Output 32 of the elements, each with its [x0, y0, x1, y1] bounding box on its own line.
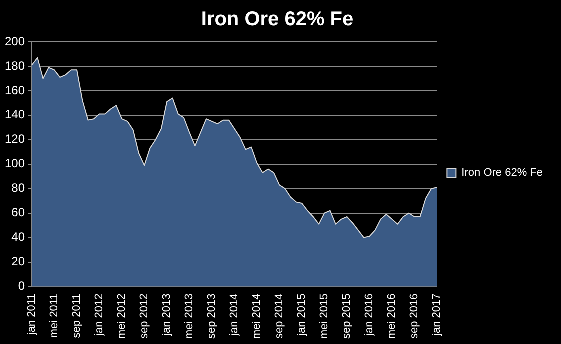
x-tick-label: mei 2013 — [184, 294, 196, 340]
y-tick-label: 140 — [4, 108, 26, 122]
x-tick-label: sep 2012 — [138, 294, 151, 340]
x-tick-label: sep 2015 — [341, 294, 354, 340]
legend-label: Iron Ore 62% Fe — [462, 167, 544, 180]
x-tick-label: mei 2016 — [386, 294, 398, 340]
x-tick-label: sep 2011 — [71, 294, 84, 338]
x-tick-label: mei 2014 — [251, 294, 264, 340]
x-tick-label: jan 2011 — [26, 294, 38, 336]
x-tick-label: jan 2014 — [228, 294, 241, 337]
chart-title: Iron Ore 62% Fe — [201, 8, 354, 31]
y-tick-label: 160 — [4, 83, 26, 98]
x-tick-label: jan 2015 — [296, 294, 308, 337]
x-tick-label: mei 2011 — [48, 294, 61, 338]
y-tick-label: 40 — [12, 230, 26, 244]
y-tick-label: 100 — [4, 156, 26, 171]
y-tick-label: 180 — [4, 58, 26, 73]
x-tick-label: jan 2012 — [94, 294, 106, 337]
y-tick-label: 60 — [12, 206, 26, 220]
y-tick-label: 0 — [18, 279, 26, 294]
y-tick-label: 200 — [4, 34, 26, 48]
y-tick-label: 120 — [4, 132, 26, 146]
x-tick-label: sep 2013 — [206, 294, 218, 340]
y-tick-label: 20 — [12, 254, 26, 269]
x-tick-label: mei 2012 — [116, 294, 128, 340]
x-tick-label: sep 2016 — [408, 294, 421, 340]
x-tick-label: jan 2013 — [161, 294, 174, 337]
x-tick-label: mei 2015 — [318, 294, 331, 340]
y-tick-label: 80 — [12, 181, 26, 196]
x-tick-label: jan 2016 — [364, 294, 376, 337]
x-tick-label: jan 2017 — [431, 294, 444, 337]
x-tick-label: sep 2014 — [274, 294, 286, 340]
